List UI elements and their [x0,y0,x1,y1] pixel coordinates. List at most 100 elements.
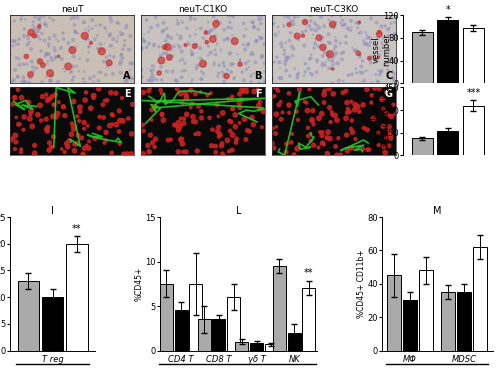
Point [24,35,32,42]
Bar [198,319,210,351]
Point [310,45,318,51]
Point [60,36,68,42]
Point [96,46,104,52]
Point [206,28,214,34]
Point [26,72,34,78]
Bar [190,284,202,351]
Point [274,24,282,30]
Point [148,69,156,75]
Point [211,47,219,53]
Point [228,25,235,31]
Point [50,102,58,108]
Point [113,38,121,45]
Point [212,143,220,149]
Point [348,145,356,151]
Point [75,118,83,124]
Text: G: G [384,90,392,99]
Point [320,99,328,106]
Point [182,111,190,117]
Point [328,62,336,68]
Point [204,53,212,59]
Point [211,25,219,31]
Point [270,20,278,26]
Point [244,42,252,48]
Point [114,35,122,41]
Point [347,18,355,24]
Point [294,70,302,76]
Point [194,131,202,137]
Point [366,35,374,41]
Point [158,58,166,64]
Point [26,112,34,118]
Point [280,23,288,29]
Point [308,26,316,32]
Point [26,39,34,45]
Point [124,115,132,122]
Point [116,29,124,35]
Point [107,18,115,24]
Point [81,33,89,39]
Point [366,55,374,61]
Bar [212,319,226,351]
Point [22,53,30,59]
Point [390,19,398,26]
Point [12,37,20,43]
Point [260,60,268,66]
Point [46,140,54,146]
Point [82,142,90,148]
Point [176,124,184,130]
Point [206,115,214,121]
Point [348,71,356,77]
Point [190,43,198,49]
Point [240,42,248,48]
Point [277,116,285,122]
Point [244,58,252,64]
Point [26,116,34,122]
Point [64,144,72,150]
Point [76,104,84,110]
Point [386,113,394,119]
Point [148,107,156,113]
Point [344,148,351,154]
Bar [438,131,458,155]
Point [157,52,165,58]
Point [128,150,136,157]
Point [80,19,88,25]
Point [68,15,76,21]
Point [60,149,68,155]
Bar [42,297,63,351]
Point [115,108,123,114]
Point [200,35,207,41]
Point [173,78,181,84]
Point [230,75,238,81]
Bar [302,288,316,351]
Point [10,38,18,45]
Point [126,74,134,80]
Point [108,150,116,156]
Point [186,16,194,22]
Point [84,49,92,55]
Point [157,64,165,70]
Point [228,147,236,153]
Point [387,133,395,139]
Point [138,122,146,128]
Point [110,36,118,42]
Point [44,51,52,57]
Point [250,88,258,94]
Point [355,21,363,27]
Point [268,15,276,21]
Point [242,89,250,95]
Point [128,101,136,107]
Point [153,77,161,83]
Point [316,14,324,21]
Point [158,29,166,35]
Point [342,34,350,40]
Title: L: L [236,206,241,216]
Point [298,29,306,35]
Point [184,38,192,45]
Point [68,120,76,126]
Point [109,71,117,77]
Point [192,26,200,32]
Point [384,67,392,73]
Point [226,19,234,26]
